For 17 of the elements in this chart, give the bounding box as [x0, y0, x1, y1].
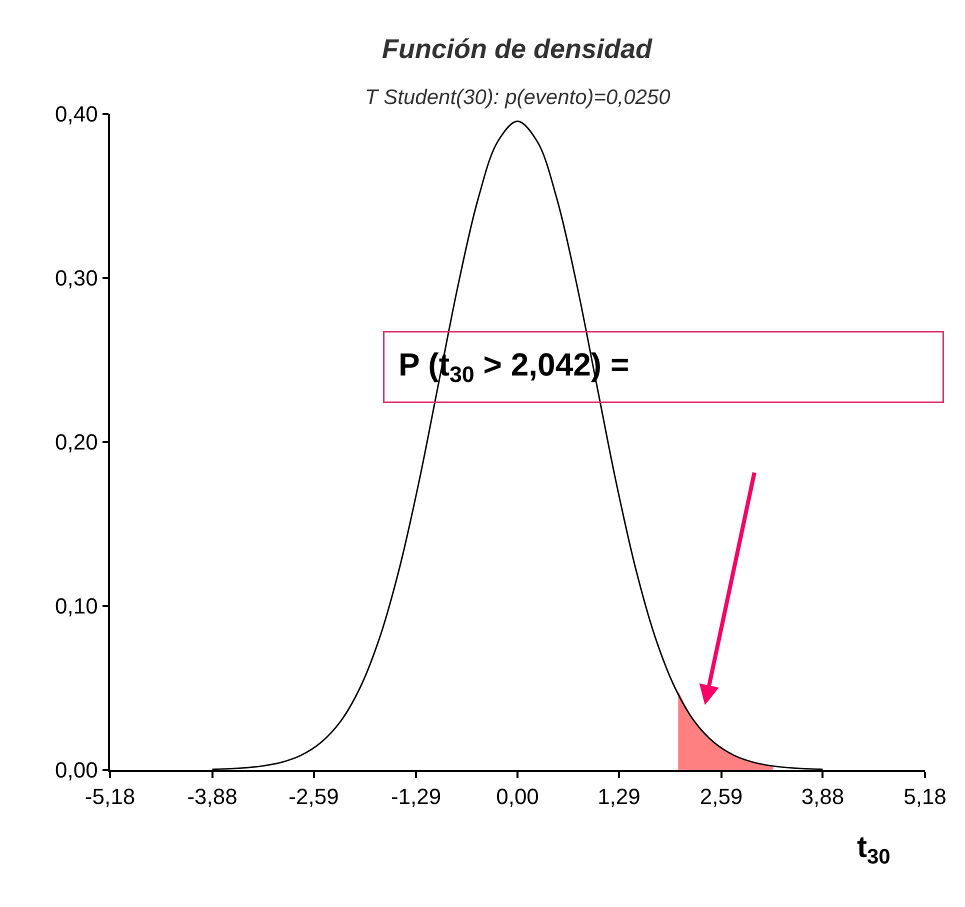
x-tick-label: -2,59: [288, 784, 339, 810]
x-tick-label: 1,29: [598, 784, 640, 810]
x-tick-label: -5,18: [84, 784, 136, 810]
chart-subtitle: T Student(30): p(evento)=0,0250: [365, 86, 671, 109]
y-tick-label: 0,20: [55, 430, 98, 455]
y-tick-label: 0,00: [55, 758, 98, 783]
x-tick-label: 5,18: [904, 784, 946, 810]
y-tick-label: 0,40: [55, 102, 98, 127]
y-tick-label: 0,30: [55, 266, 98, 291]
x-axis-title: t$_{30}$: [857, 831, 890, 868]
x-tick-label: 2,59: [700, 784, 743, 810]
x-tick-label: 3,88: [801, 784, 844, 810]
chart-title: Función de densidad: [382, 34, 653, 64]
x-tick-label: 0,00: [496, 784, 539, 810]
x-tick-label: -3,88: [187, 784, 238, 810]
y-tick-label: 0,10: [55, 594, 98, 619]
x-tick-label: -1,29: [390, 784, 442, 810]
